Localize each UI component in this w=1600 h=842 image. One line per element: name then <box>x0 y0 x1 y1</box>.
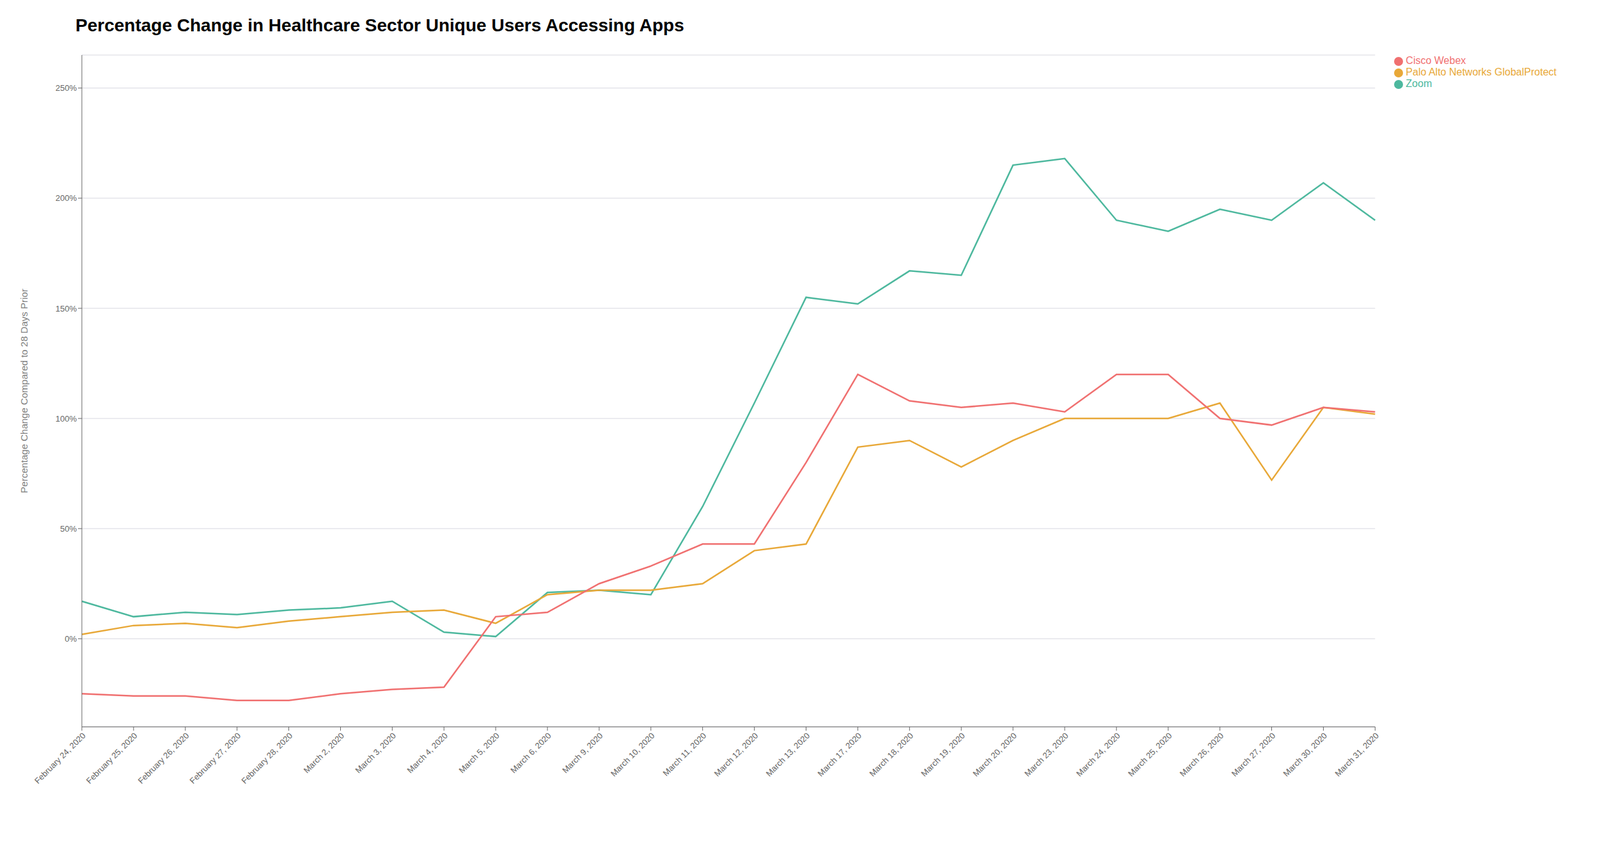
svg-text:March 13, 2020: March 13, 2020 <box>764 730 812 778</box>
svg-text:March 9, 2020: March 9, 2020 <box>560 730 605 775</box>
html-text:Palo Alto Networks GlobalProte: Palo Alto Networks GlobalProtect <box>1405 66 1557 78</box>
svg-text:March 2, 2020: March 2, 2020 <box>301 730 346 775</box>
svg-text:March 30, 2020: March 30, 2020 <box>1281 730 1329 778</box>
html-text:Percentage Change in Healthcar: Percentage Change in Healthcare Sector U… <box>75 15 685 36</box>
svg-text:March 5, 2020: March 5, 2020 <box>456 730 501 775</box>
svg-text:March 27, 2020: March 27, 2020 <box>1229 730 1278 778</box>
svg-text:250%: 250% <box>55 83 78 93</box>
svg-text:February 24, 2020: February 24, 2020 <box>32 730 88 786</box>
svg-text:February 26, 2020: February 26, 2020 <box>136 730 192 786</box>
svg-text:February 27, 2020: February 27, 2020 <box>188 730 244 786</box>
svg-text:March 12, 2020: March 12, 2020 <box>712 730 760 778</box>
svg-text:March 20, 2020: March 20, 2020 <box>970 730 1019 778</box>
svg-text:100%: 100% <box>55 413 78 424</box>
svg-text:Percentage Change Compared to: Percentage Change Compared to 28 Days Pr… <box>18 288 30 493</box>
html-text:Zoom: Zoom <box>1405 78 1432 89</box>
svg-text:March 26, 2020: March 26, 2020 <box>1177 730 1226 778</box>
svg-text:March 25, 2020: March 25, 2020 <box>1126 730 1174 778</box>
svg-text:March 18, 2020: March 18, 2020 <box>867 730 915 778</box>
svg-text:200%: 200% <box>55 193 78 203</box>
svg-text:March 31, 2020: March 31, 2020 <box>1332 730 1381 778</box>
svg-text:March 23, 2020: March 23, 2020 <box>1022 730 1070 778</box>
svg-text:March 6, 2020: March 6, 2020 <box>508 730 553 775</box>
svg-text:0%: 0% <box>64 633 77 644</box>
html-text:Cisco Webex: Cisco Webex <box>1405 54 1466 66</box>
svg-text:March 24, 2020: March 24, 2020 <box>1074 730 1122 778</box>
svg-text:February 25, 2020: February 25, 2020 <box>84 730 140 786</box>
svg-text:March 19, 2020: March 19, 2020 <box>918 730 967 778</box>
svg-text:March 4, 2020: March 4, 2020 <box>405 730 450 775</box>
svg-text:150%: 150% <box>55 303 78 314</box>
svg-text:50%: 50% <box>60 523 77 534</box>
svg-text:February 28, 2020: February 28, 2020 <box>239 730 295 786</box>
svg-text:March 10, 2020: March 10, 2020 <box>608 730 657 778</box>
svg-text:March 3, 2020: March 3, 2020 <box>353 730 398 775</box>
svg-text:March 11, 2020: March 11, 2020 <box>661 730 709 778</box>
svg-text:March 17, 2020: March 17, 2020 <box>815 730 864 778</box>
